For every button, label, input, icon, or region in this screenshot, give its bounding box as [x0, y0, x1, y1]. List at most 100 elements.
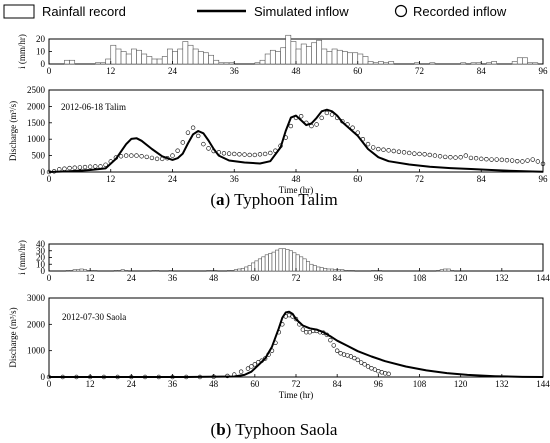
panel-a-rain-bar — [414, 62, 420, 65]
panel-b-rain-bar — [326, 268, 331, 272]
panel-b-rain-bar — [72, 269, 77, 272]
panel-b-recorded-point — [331, 343, 336, 348]
panel-a-recorded-point — [247, 152, 252, 158]
panel-b-recorded-point — [238, 369, 244, 374]
panel-b-flow-xtick-label: 108 — [413, 379, 427, 389]
panel-a-recorded-point — [298, 114, 304, 119]
panel-b-rain-bar — [378, 270, 383, 272]
panel-a-recorded-point — [196, 133, 201, 139]
panel-a-flow-xtick-label: 60 — [353, 174, 363, 184]
panel-a-recorded-point — [206, 146, 211, 151]
panel-b-rain-bar — [168, 270, 173, 272]
panel-b-rain-xtick-label: 60 — [250, 273, 260, 283]
panel-b-rain-bar — [65, 270, 70, 272]
panel-a-rain-bar — [321, 48, 328, 65]
panel-a-rain-bar — [460, 62, 467, 65]
panel-b-rain-xtick-label: 96 — [374, 273, 384, 283]
panel-a-rain-bar — [156, 58, 163, 65]
panel-b-rain-ytick-label: 20 — [36, 253, 46, 263]
panel-a-recorded-point — [252, 152, 258, 158]
panel-b-rain-xtick-label: 132 — [495, 273, 509, 283]
panel-b-rain-bar — [240, 267, 245, 272]
panel-b-rain-bar — [254, 260, 259, 272]
panel-b-rain-ytick-label: 0 — [41, 266, 46, 276]
panel-b-flow-xtick-label: 144 — [536, 379, 550, 389]
panel-a-recorded-point — [448, 155, 453, 160]
panel-a-recorded-point — [432, 153, 438, 158]
panel-b-flow-ytick-label: 0 — [41, 372, 46, 382]
panel-b-flow-xtick-label: 48 — [209, 379, 219, 389]
panel-b-rain-bar — [233, 269, 238, 272]
panel-a-recorded-point — [62, 166, 67, 171]
panel-a-recorded-point — [494, 157, 499, 162]
panel-a-recorded-point — [473, 156, 479, 161]
panel-a-recorded-point — [463, 153, 469, 158]
panel-a-recorded-point — [93, 164, 98, 169]
panel-a-rain-bar — [326, 51, 333, 65]
panel-a-recorded-point — [149, 155, 155, 161]
panel-b-recorded-point — [300, 327, 306, 332]
panel-b-annotation: 2012-07-30 Saola — [62, 312, 126, 322]
panel-a-rain-bar — [527, 62, 534, 65]
panel-b-recorded-point — [386, 371, 391, 377]
panel-a-recorded-point — [129, 153, 134, 158]
panel-a-recorded-point — [422, 152, 427, 157]
panel-b-recorded-point — [382, 371, 388, 376]
panel-a-flow-xtick-label: 96 — [539, 174, 549, 184]
panel-b-rain-bar — [113, 270, 118, 272]
panel-a-rain-bar — [429, 62, 436, 65]
panel-a-recorded-point — [376, 146, 381, 152]
panel-a-rain-bar — [532, 62, 539, 65]
panel-b-rain-xtick-label: 48 — [209, 273, 219, 283]
panel-b-recorded-point — [245, 366, 251, 371]
panel-a-rain-bar — [125, 53, 132, 65]
panel-a-rain-bar — [269, 49, 276, 65]
panel-a-rain-bar — [316, 39, 323, 65]
panel-a-recorded-point — [67, 165, 72, 171]
panel-a-rain-bar — [110, 44, 117, 65]
panel-b-rain-bar — [374, 270, 379, 272]
panel-b-rain-bar — [251, 262, 256, 272]
panel-b-recorded-point — [304, 330, 309, 335]
legend-rainfall-swatch — [3, 4, 35, 19]
panel-a-recorded-point — [262, 151, 268, 157]
panel-a-recorded-point — [437, 154, 443, 159]
panel-a-rain-bar — [187, 44, 194, 65]
panel-b-rain-bar — [281, 248, 287, 272]
panel-b-rain-bar — [76, 269, 81, 272]
panel-a-flow-xtick-label: 48 — [292, 174, 302, 184]
panel-a-recorded-point — [499, 157, 505, 163]
panel-a-recorded-point — [201, 141, 206, 147]
panel-a-rain-bar — [367, 61, 374, 65]
panel-a-rain-bar — [331, 48, 338, 65]
panel-a-flow-ytick-label: 2500 — [27, 85, 46, 95]
panel-a-rain-bar — [64, 59, 70, 65]
panel-a-rain-bar — [131, 48, 137, 65]
panel-a-recorded-point — [123, 153, 129, 158]
panel-b-rain-bar — [288, 250, 293, 272]
panel-a-rain-bar — [290, 41, 297, 65]
panel-a-recorded-point — [370, 145, 376, 150]
panel-a-discharge-plot: 0 500 1000 1500 2000 2500 0 12 24 36 48 60 72 84 96 Tim… — [8, 85, 548, 195]
panel-b-rain-ytick-label: 10 — [36, 259, 46, 269]
panel-a-rain-bar — [151, 58, 158, 65]
panel-a-rain-bar — [347, 52, 353, 65]
panel-b-flow-xtick-label: 84 — [333, 379, 343, 389]
panel-a-recorded-point — [525, 158, 530, 163]
panel-b-rain-xtick-label: 0 — [47, 273, 52, 283]
panel-b-rain-bar — [237, 268, 242, 272]
panel-b-rain-bar — [302, 258, 307, 272]
panel-a-rain-xtick-label: 0 — [47, 66, 52, 76]
panel-b-rain-bar — [333, 269, 338, 272]
panel-b-rain-bar — [120, 269, 125, 272]
panel-b-flow-xtick-label: 36 — [168, 379, 178, 389]
panel-a-recorded-point — [268, 150, 273, 156]
panel-b-rain-bar — [330, 268, 335, 272]
panel-a-recorded-point — [257, 152, 263, 157]
panel-a-rain-bar — [311, 42, 317, 65]
panel-a-recorded-point — [427, 152, 432, 158]
panel-a-rain-bar — [522, 57, 528, 65]
panel-a-rain-xtick-label: 48 — [292, 66, 302, 76]
panel-b-rain-bar — [347, 270, 352, 272]
